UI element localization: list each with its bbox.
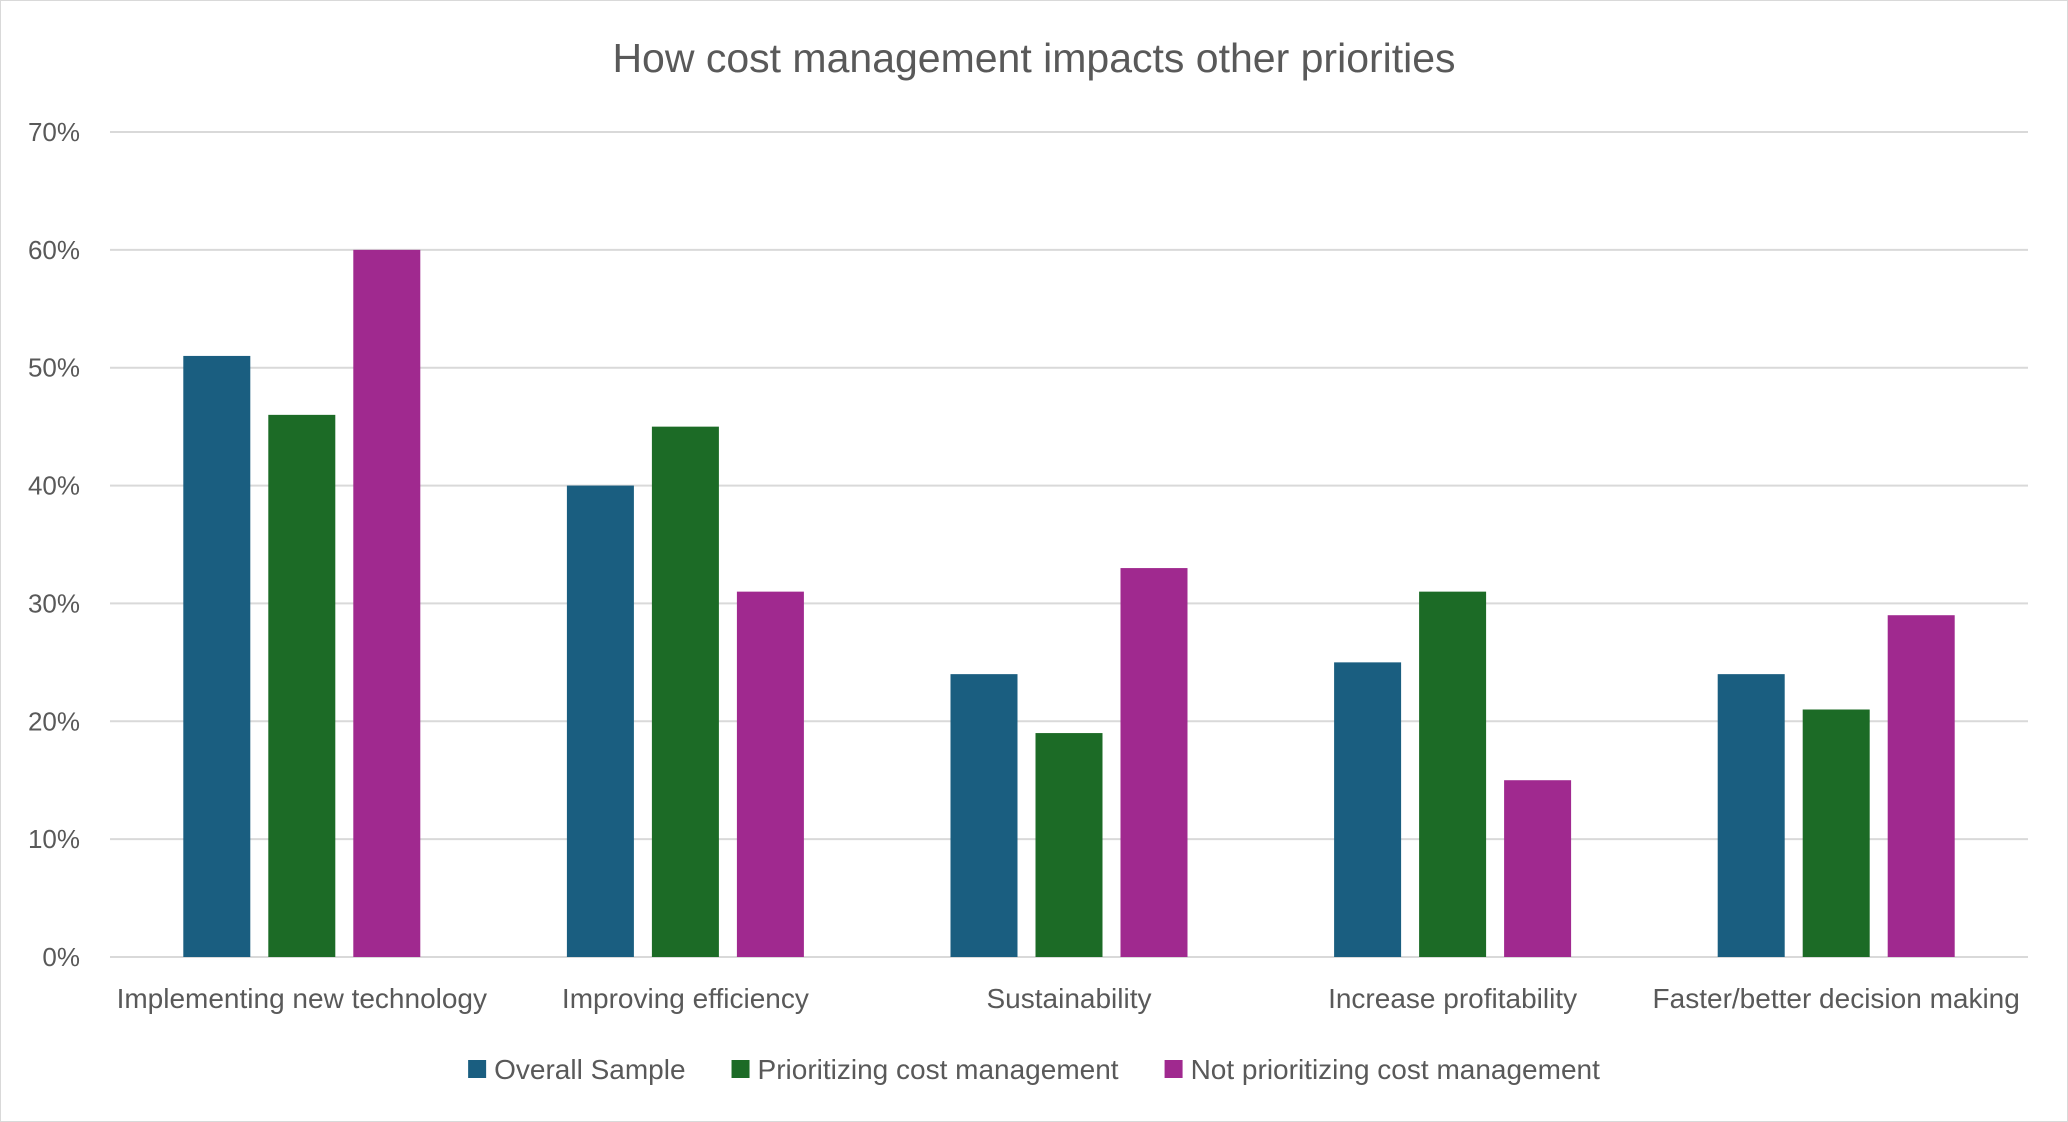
y-tick-label: 10% bbox=[28, 824, 80, 854]
y-tick-label: 40% bbox=[28, 471, 80, 501]
bar-increase-profitability-series-3 bbox=[1504, 780, 1572, 957]
x-axis-labels: Implementing new technology Improving eff… bbox=[117, 983, 2020, 1014]
y-tick-label: 70% bbox=[28, 117, 80, 147]
bar-faster-better-decision-making-series-1 bbox=[1717, 674, 1785, 957]
bar-faster-better-decision-making-series-3 bbox=[1887, 615, 1955, 957]
bar-improving-efficiency-series-3 bbox=[736, 591, 804, 957]
y-tick-label: 20% bbox=[28, 706, 80, 736]
legend-swatch-series-1 bbox=[468, 1060, 487, 1078]
legend-swatch-series-3 bbox=[1164, 1060, 1183, 1078]
legend-label: Prioritizing cost management bbox=[758, 1054, 1119, 1085]
x-category-label: Implementing new technology bbox=[117, 983, 487, 1014]
bar-implementing-new-technology-series-1 bbox=[183, 355, 251, 957]
bar-improving-efficiency-series-2 bbox=[651, 426, 719, 958]
bar-improving-efficiency-series-1 bbox=[566, 485, 634, 957]
bar-faster-better-decision-making-series-2 bbox=[1802, 709, 1870, 957]
y-tick-label: 0% bbox=[42, 942, 80, 972]
legend-label: Not prioritizing cost management bbox=[1191, 1054, 1601, 1085]
bar-implementing-new-technology-series-2 bbox=[268, 414, 336, 957]
x-category-label: Increase profitability bbox=[1328, 983, 1577, 1014]
gridlines bbox=[110, 131, 2028, 958]
bars bbox=[183, 249, 1955, 958]
bar-increase-profitability-series-1 bbox=[1334, 662, 1402, 957]
bar-sustainability-series-3 bbox=[1120, 568, 1188, 957]
bar-sustainability-series-2 bbox=[1035, 733, 1103, 957]
bar-sustainability-series-1 bbox=[950, 674, 1018, 957]
x-category-label: Sustainability bbox=[987, 983, 1152, 1014]
x-category-label: Improving efficiency bbox=[562, 983, 809, 1014]
y-tick-label: 50% bbox=[28, 353, 80, 383]
bar-increase-profitability-series-2 bbox=[1419, 591, 1487, 957]
legend: Overall Sample Prioritizing cost manageme… bbox=[468, 1054, 1600, 1085]
legend-swatch-series-2 bbox=[731, 1060, 750, 1078]
legend-label: Overall Sample bbox=[494, 1054, 685, 1085]
y-tick-label: 30% bbox=[28, 588, 80, 618]
y-axis-ticks: 0% 10% 20% 30% 40% 50% 60% 70% bbox=[28, 117, 80, 972]
y-tick-label: 60% bbox=[28, 235, 80, 265]
bar-implementing-new-technology-series-3 bbox=[353, 249, 421, 957]
chart-title: How cost management impacts other priori… bbox=[612, 35, 1455, 81]
x-category-label: Faster/better decision making bbox=[1653, 983, 2020, 1014]
